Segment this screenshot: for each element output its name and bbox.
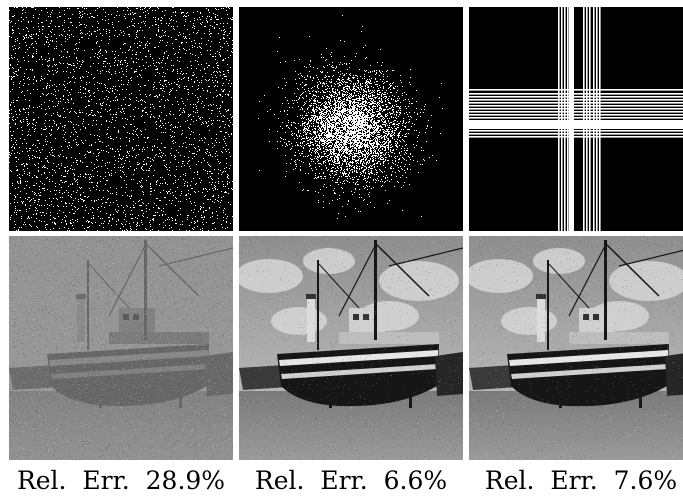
reconstruction-row-column [469, 236, 683, 460]
boat-reconstruction-noisy-image [9, 236, 233, 460]
variable-density-mask-image [239, 7, 463, 231]
boat-reconstruction-sharp-image [239, 236, 463, 460]
mask-uniform-random [9, 7, 233, 231]
row-column-mask-image [469, 7, 683, 231]
caption-col1: Rel. Err. 28.9% [16, 466, 226, 495]
uniform-random-mask-image [9, 7, 233, 231]
reconstruction-variable-density [239, 236, 463, 460]
mask-variable-density [239, 7, 463, 231]
caption-col3: Rel. Err. 7.6% [484, 466, 678, 495]
caption-col2: Rel. Err. 6.6% [254, 466, 448, 495]
reconstruction-uniform [9, 236, 233, 460]
boat-reconstruction-sharp-image-2 [469, 236, 683, 460]
mask-row-column-lines [469, 7, 683, 231]
